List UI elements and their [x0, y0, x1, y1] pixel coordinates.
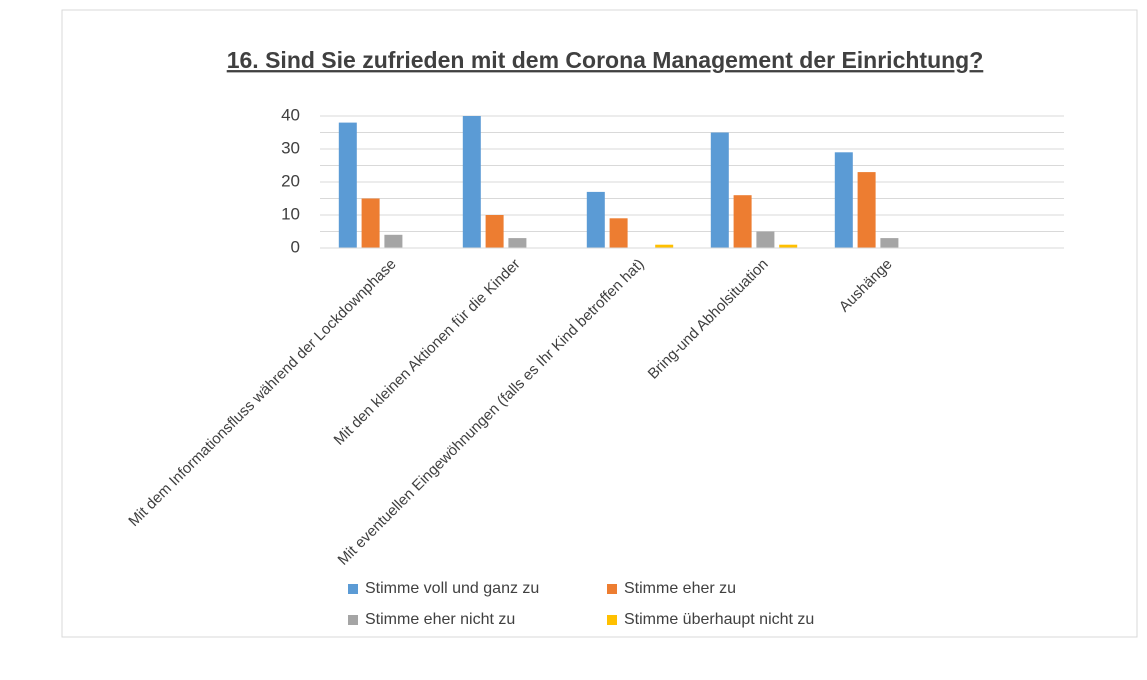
y-tick-label: 40 — [281, 105, 300, 124]
bar — [880, 238, 899, 248]
chart-frame — [61, 9, 1138, 638]
bar — [779, 244, 798, 248]
y-tick-label: 20 — [281, 171, 300, 190]
legend-label: Stimme eher zu — [624, 580, 736, 597]
bar — [384, 234, 403, 248]
legend-swatch — [607, 615, 617, 625]
bar — [485, 215, 504, 248]
legend-label: Stimme voll und ganz zu — [365, 580, 539, 597]
y-tick-label: 30 — [281, 138, 300, 157]
bar — [733, 195, 752, 248]
bar — [857, 172, 876, 248]
y-tick-label: 0 — [291, 237, 300, 256]
bar — [508, 238, 527, 248]
legend-swatch — [348, 584, 358, 594]
bar — [586, 191, 605, 248]
chart-title: 16. Sind Sie zufrieden mit dem Corona Ma… — [227, 47, 984, 73]
y-tick-label: 10 — [281, 204, 300, 223]
bar — [361, 198, 380, 248]
legend-swatch — [348, 615, 358, 625]
bar — [655, 244, 674, 248]
bar — [609, 218, 628, 248]
bar — [710, 132, 729, 248]
bar — [834, 152, 853, 248]
bar — [756, 231, 775, 248]
legend-swatch — [607, 584, 617, 594]
bar — [462, 116, 481, 248]
bar — [338, 122, 357, 248]
legend-label: Stimme eher nicht zu — [365, 611, 515, 628]
legend-label: Stimme überhaupt nicht zu — [624, 611, 814, 628]
